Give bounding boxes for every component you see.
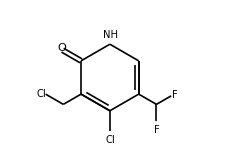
- Text: Cl: Cl: [36, 89, 46, 99]
- Text: Cl: Cl: [105, 135, 114, 145]
- Text: F: F: [153, 125, 159, 135]
- Text: NH: NH: [102, 30, 117, 40]
- Text: O: O: [57, 43, 66, 53]
- Text: F: F: [171, 90, 177, 100]
